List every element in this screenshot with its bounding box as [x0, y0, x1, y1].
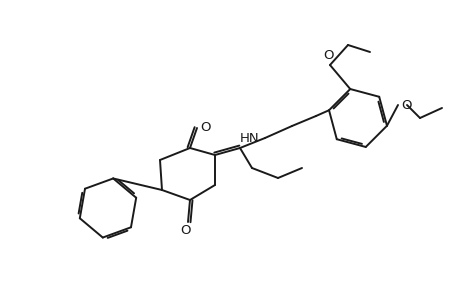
Text: HN: HN [239, 131, 258, 145]
Text: O: O [323, 49, 334, 62]
Text: O: O [400, 98, 411, 112]
Text: O: O [200, 121, 210, 134]
Text: O: O [180, 224, 191, 237]
